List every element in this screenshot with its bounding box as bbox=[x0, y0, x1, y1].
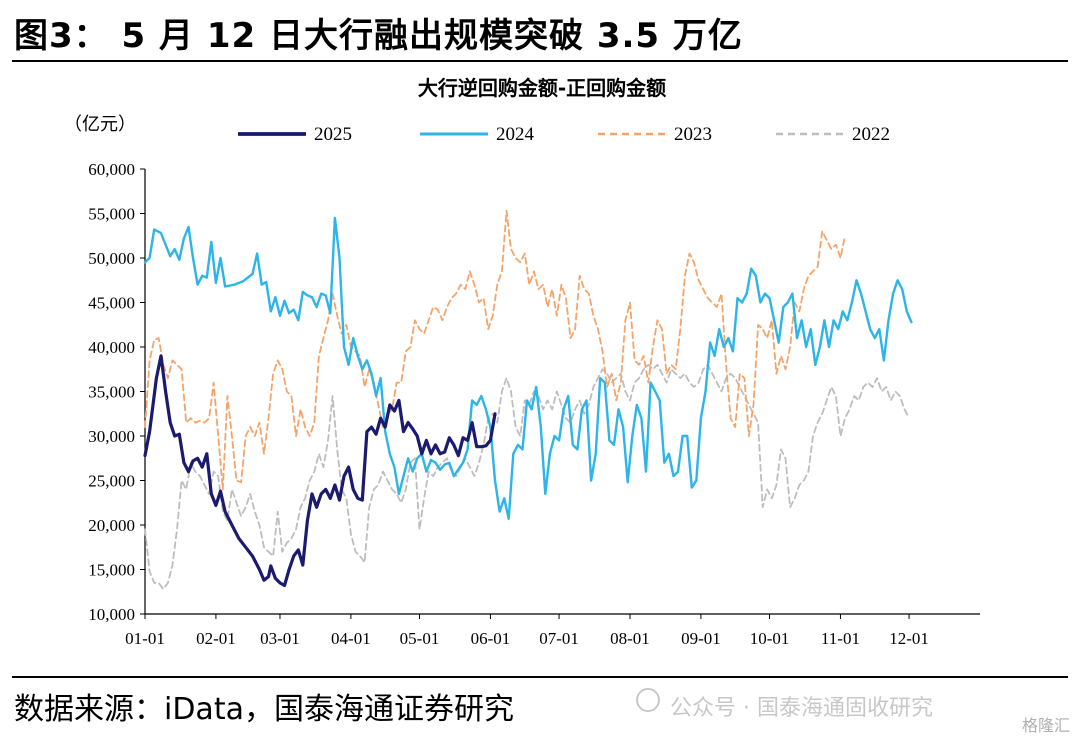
line-chart: 大行逆回购金额-正回购金额 （亿元） 2025 2024 2023 2022 60,0… bbox=[64, 76, 980, 648]
y-tick-label: 45,000 bbox=[88, 294, 135, 313]
y-tick-label: 30,000 bbox=[88, 427, 135, 446]
y-tick-label: 35,000 bbox=[88, 383, 135, 402]
x-tick-label: 10-01 bbox=[750, 629, 790, 648]
legend-label-2024: 2024 bbox=[496, 124, 535, 145]
x-tick-label: 12-01 bbox=[889, 629, 929, 648]
y-tick-label: 55,000 bbox=[88, 205, 135, 224]
x-tick-label: 08-01 bbox=[610, 629, 650, 648]
watermark-text: 公众号 · 国泰海通固收研究 bbox=[640, 690, 933, 722]
legend-label-2023: 2023 bbox=[674, 124, 712, 145]
watermark-label: 公众号 · 国泰海通固收研究 bbox=[670, 696, 933, 721]
y-tick-label: 10,000 bbox=[88, 605, 135, 624]
bottom-rule bbox=[12, 676, 1068, 678]
chart-title: 大行逆回购金额-正回购金额 bbox=[418, 76, 666, 100]
top-rule bbox=[12, 60, 1068, 62]
y-tick-label: 40,000 bbox=[88, 338, 135, 357]
x-tick-label: 04-01 bbox=[331, 629, 371, 648]
y-tick-label: 20,000 bbox=[88, 516, 135, 535]
plot-area bbox=[143, 209, 913, 590]
brand-watermark: 格隆汇 bbox=[1021, 716, 1070, 735]
series-line-2022 bbox=[144, 363, 910, 590]
axes: 60,000 55,000 50,000 45,000 40,000 35,000 30,0… bbox=[88, 160, 980, 648]
y-tick-label: 25,000 bbox=[88, 472, 135, 491]
x-tick-label: 05-01 bbox=[400, 629, 440, 648]
series-line-2025 bbox=[143, 354, 497, 588]
y-unit-label: （亿元） bbox=[64, 114, 136, 135]
x-tick-label: 09-01 bbox=[681, 629, 721, 648]
legend-label-2022: 2022 bbox=[852, 124, 890, 145]
wechat-icon bbox=[636, 688, 660, 712]
x-tick-label: 11-01 bbox=[821, 629, 860, 648]
y-tick-label: 50,000 bbox=[88, 249, 135, 268]
x-tick-label: 07-01 bbox=[539, 629, 579, 648]
legend-label-2025: 2025 bbox=[314, 124, 352, 145]
legend: 2025 2024 2023 2022 bbox=[238, 124, 890, 145]
x-tick-label: 02-01 bbox=[196, 629, 236, 648]
source-note: 数据来源：iData，国泰海通证券研究 bbox=[14, 692, 514, 727]
x-tick-label: 01-01 bbox=[125, 629, 165, 648]
y-tick-label: 15,000 bbox=[88, 561, 135, 580]
y-tick-label: 60,000 bbox=[88, 160, 135, 179]
x-tick-label: 06-01 bbox=[471, 629, 511, 648]
series-line-2024 bbox=[143, 216, 913, 520]
figure-title: 图3： 5 月 12 日大行融出规模突破 3.5 万亿 bbox=[14, 16, 743, 56]
series-line-2023 bbox=[144, 209, 846, 491]
x-tick-label: 03-01 bbox=[260, 629, 300, 648]
